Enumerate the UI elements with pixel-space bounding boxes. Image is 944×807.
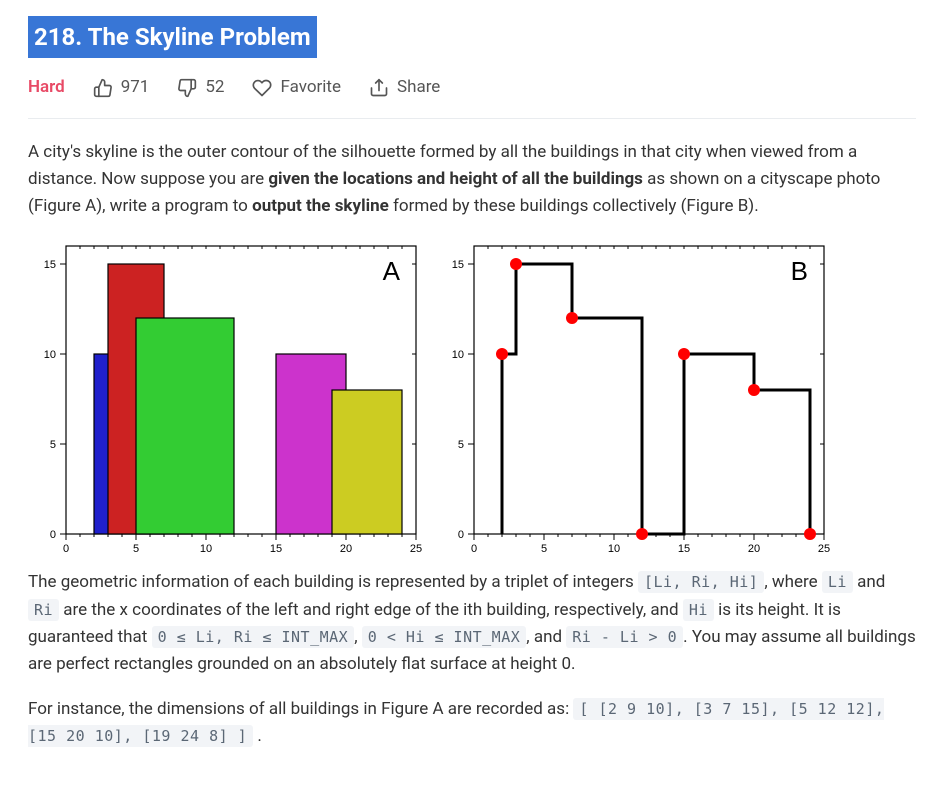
description-paragraph-3: For instance, the dimensions of all buil…: [28, 696, 916, 750]
problem-description: A city's skyline is the outer contour of…: [28, 139, 916, 751]
dislike-count: 52: [205, 74, 224, 101]
page-title: 218. The Skyline Problem: [28, 16, 317, 58]
svg-text:5: 5: [458, 439, 464, 451]
code-hi: Hi: [683, 599, 714, 621]
code-li: Li: [822, 571, 853, 593]
code-ri: Ri: [28, 599, 59, 621]
svg-text:20: 20: [340, 543, 352, 555]
svg-text:5: 5: [541, 543, 547, 555]
thumbs-down-icon: [177, 78, 197, 98]
difficulty-badge: Hard: [28, 74, 65, 101]
svg-text:A: A: [383, 256, 401, 286]
svg-text:10: 10: [200, 543, 212, 555]
like-count: 971: [121, 74, 150, 101]
svg-text:0: 0: [471, 543, 477, 555]
share-label: Share: [397, 74, 440, 101]
favorite-button[interactable]: Favorite: [252, 74, 341, 101]
figure-row: 0 5 10 15 20 25 0 5 10 15 A 0 5 10 15 20 25 0 5 10 15 B: [28, 238, 916, 567]
heart-icon: [252, 78, 272, 98]
dislike-button[interactable]: 52: [177, 74, 224, 101]
figure-b-svg: 0 5 10 15 20 25 0 5 10 15 B: [436, 238, 836, 558]
meta-row: Hard 971 52 Favorite Share: [28, 66, 916, 118]
svg-text:0: 0: [458, 529, 464, 541]
svg-text:15: 15: [270, 543, 282, 555]
svg-text:25: 25: [410, 543, 422, 555]
like-button[interactable]: 971: [93, 74, 150, 101]
svg-text:0: 0: [50, 529, 56, 541]
share-icon: [369, 78, 389, 98]
description-paragraph-1: A city's skyline is the outer contour of…: [28, 139, 916, 221]
figure-a-svg: 0 5 10 15 20 25 0 5 10 15 A: [28, 238, 428, 558]
code-constraint-1: 0 ≤ Li, Ri ≤ INT_MAX: [152, 626, 355, 648]
figure-a-panel: 0 5 10 15 20 25 0 5 10 15 A: [28, 238, 428, 567]
thumbs-up-icon: [93, 78, 113, 98]
svg-text:15: 15: [678, 543, 690, 555]
svg-text:5: 5: [133, 543, 139, 555]
favorite-label: Favorite: [280, 74, 341, 101]
code-constraint-3: Ri - Li > 0: [566, 626, 683, 648]
description-paragraph-2: The geometric information of each buildi…: [28, 569, 916, 678]
svg-text:B: B: [791, 256, 808, 286]
code-constraint-2: 0 < Hi ≤ INT_MAX: [362, 626, 527, 648]
figure-b-panel: 0 5 10 15 20 25 0 5 10 15 B: [436, 238, 836, 567]
svg-text:10: 10: [44, 349, 56, 361]
svg-text:15: 15: [44, 259, 56, 271]
code-triplet: [Li, Ri, Hi]: [638, 571, 764, 593]
svg-text:20: 20: [748, 543, 760, 555]
svg-text:15: 15: [452, 259, 464, 271]
svg-text:0: 0: [63, 543, 69, 555]
svg-text:25: 25: [818, 543, 830, 555]
svg-text:10: 10: [452, 349, 464, 361]
svg-text:10: 10: [608, 543, 620, 555]
svg-text:5: 5: [50, 439, 56, 451]
share-button[interactable]: Share: [369, 74, 440, 101]
